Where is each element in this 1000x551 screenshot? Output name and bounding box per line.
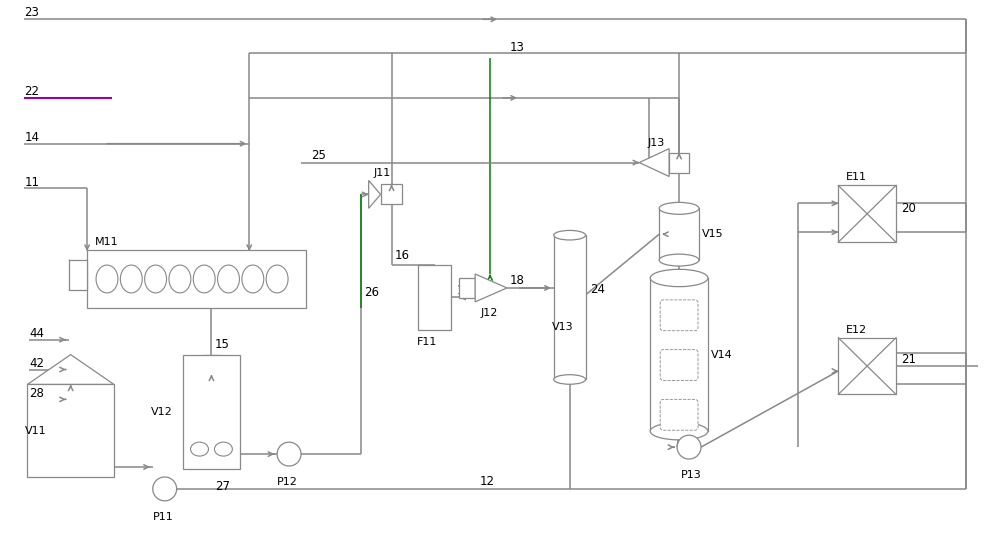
Text: 22: 22 bbox=[24, 85, 39, 99]
Bar bbox=[203, 355, 220, 375]
Ellipse shape bbox=[214, 442, 232, 456]
Ellipse shape bbox=[554, 230, 586, 240]
Polygon shape bbox=[27, 355, 114, 385]
Bar bbox=[27, 385, 114, 477]
Text: 21: 21 bbox=[901, 353, 916, 365]
Bar bbox=[838, 338, 896, 395]
Text: V14: V14 bbox=[711, 349, 733, 360]
Ellipse shape bbox=[218, 265, 239, 293]
Ellipse shape bbox=[96, 265, 118, 293]
Text: 27: 27 bbox=[215, 480, 230, 494]
Text: 42: 42 bbox=[29, 357, 44, 370]
Text: M11: M11 bbox=[95, 237, 119, 247]
Ellipse shape bbox=[659, 254, 699, 266]
Text: 24: 24 bbox=[591, 283, 606, 296]
Bar bbox=[669, 153, 689, 172]
Text: J12: J12 bbox=[480, 308, 497, 318]
Text: 15: 15 bbox=[214, 338, 229, 351]
Text: V11: V11 bbox=[25, 426, 47, 436]
Text: E12: E12 bbox=[846, 325, 867, 334]
Ellipse shape bbox=[659, 202, 699, 214]
FancyBboxPatch shape bbox=[660, 300, 698, 331]
Ellipse shape bbox=[145, 265, 167, 293]
Polygon shape bbox=[369, 181, 381, 208]
Text: 44: 44 bbox=[29, 327, 44, 340]
Text: 19: 19 bbox=[682, 268, 697, 282]
Ellipse shape bbox=[554, 375, 586, 384]
Text: 12: 12 bbox=[480, 476, 495, 488]
Text: J11: J11 bbox=[374, 168, 391, 177]
Bar bbox=[87, 250, 306, 308]
Text: 26: 26 bbox=[364, 287, 379, 299]
Ellipse shape bbox=[650, 423, 708, 440]
Text: P13: P13 bbox=[681, 470, 702, 480]
Ellipse shape bbox=[120, 265, 142, 293]
Bar bbox=[459, 278, 475, 298]
Bar bbox=[381, 185, 402, 204]
Text: J13: J13 bbox=[647, 138, 665, 148]
Text: 20: 20 bbox=[901, 202, 916, 215]
Text: P12: P12 bbox=[277, 477, 298, 487]
Text: 28: 28 bbox=[29, 387, 44, 400]
Ellipse shape bbox=[266, 265, 288, 293]
Text: E11: E11 bbox=[846, 172, 867, 182]
Polygon shape bbox=[475, 274, 507, 302]
Circle shape bbox=[153, 477, 177, 501]
Text: 11: 11 bbox=[24, 176, 39, 189]
Text: V15: V15 bbox=[702, 229, 724, 239]
Bar bbox=[183, 355, 240, 469]
Text: 18: 18 bbox=[510, 274, 525, 288]
Text: 14: 14 bbox=[24, 131, 39, 144]
Ellipse shape bbox=[169, 265, 191, 293]
Ellipse shape bbox=[650, 269, 708, 287]
Bar bbox=[418, 265, 451, 329]
Ellipse shape bbox=[242, 265, 264, 293]
FancyBboxPatch shape bbox=[660, 350, 698, 381]
Text: 25: 25 bbox=[311, 149, 326, 162]
Text: 16: 16 bbox=[395, 249, 410, 262]
Bar bbox=[69, 260, 87, 290]
Text: F11: F11 bbox=[416, 337, 437, 347]
Bar bbox=[650, 278, 708, 431]
Text: P11: P11 bbox=[153, 512, 174, 522]
Ellipse shape bbox=[191, 442, 208, 456]
Polygon shape bbox=[639, 149, 669, 176]
Circle shape bbox=[677, 435, 701, 459]
Bar bbox=[554, 235, 586, 380]
Text: 23: 23 bbox=[24, 6, 39, 19]
Circle shape bbox=[277, 442, 301, 466]
Text: 13: 13 bbox=[510, 41, 525, 53]
Text: V12: V12 bbox=[151, 407, 173, 417]
Bar bbox=[659, 208, 699, 260]
FancyBboxPatch shape bbox=[660, 399, 698, 430]
Bar bbox=[838, 186, 896, 242]
Ellipse shape bbox=[193, 265, 215, 293]
Text: V13: V13 bbox=[552, 322, 573, 332]
Text: 17: 17 bbox=[456, 284, 471, 297]
